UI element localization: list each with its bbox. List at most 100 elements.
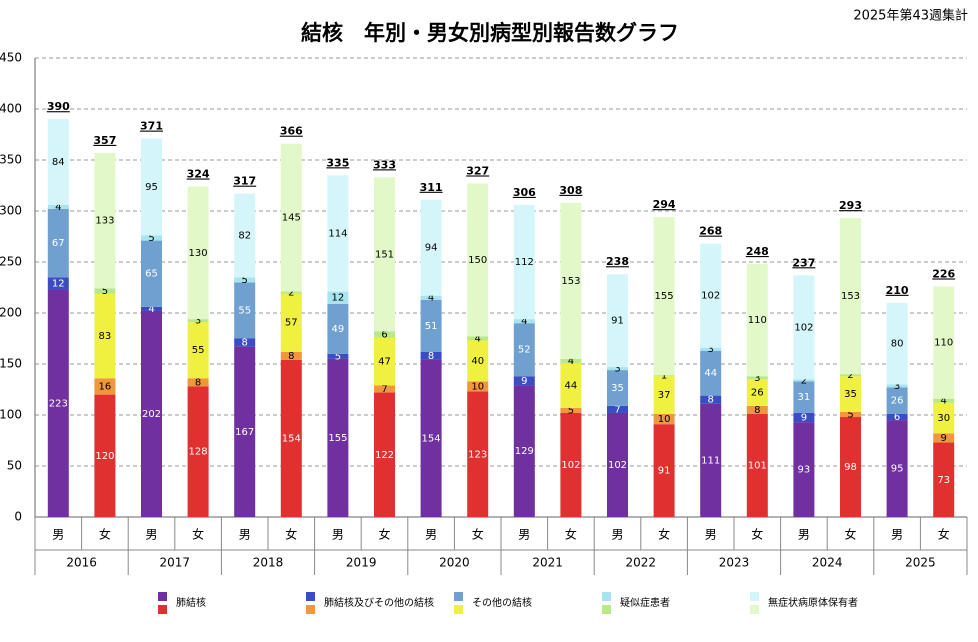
x-tick-label: 女 — [99, 527, 111, 542]
segment-label: 110 — [934, 338, 953, 349]
legend-label: 肺結核 — [176, 596, 206, 609]
x-tick-label: 男 — [705, 528, 717, 542]
bar-segment — [467, 391, 489, 517]
segment-label: 12 — [52, 278, 65, 289]
bar-segment — [280, 359, 302, 517]
bar-segment — [607, 412, 628, 517]
segment-label: 40 — [471, 356, 484, 367]
y-tick-label: 300 — [0, 204, 22, 218]
bar-segment — [47, 119, 69, 205]
bar-segment — [840, 417, 861, 517]
bar-segment — [560, 412, 582, 517]
bar-segment — [746, 405, 768, 414]
segment-label: 93 — [798, 465, 811, 476]
segment-label: 49 — [332, 324, 345, 335]
bar-segment — [886, 302, 908, 385]
bar-segment — [327, 303, 349, 354]
x-tick-label: 女 — [472, 527, 484, 542]
total-label: 237 — [792, 256, 815, 269]
bar-segment — [933, 402, 955, 434]
bar-segment — [746, 376, 768, 380]
total-label: 311 — [420, 181, 443, 194]
segment-label: 8 — [288, 351, 294, 362]
segment-label: 101 — [748, 460, 767, 471]
segment-label: 133 — [95, 216, 114, 227]
total-label: 293 — [839, 199, 862, 212]
total-label: 210 — [886, 284, 909, 297]
bar-segment — [420, 299, 442, 352]
segment-label: 111 — [701, 455, 720, 466]
bar-segment — [234, 346, 256, 517]
segment-label: 145 — [282, 213, 301, 224]
segment-label: 4 — [568, 356, 574, 367]
segment-label: 4 — [941, 396, 947, 407]
x-tick-label: 女 — [844, 527, 856, 542]
segment-label: 5 — [847, 409, 853, 420]
bar-segment — [700, 347, 722, 351]
segment-label: 8 — [428, 351, 434, 362]
total-label: 268 — [699, 225, 722, 238]
bar-segment — [560, 358, 582, 363]
legend-swatch — [602, 605, 611, 614]
year-label: 2020 — [439, 556, 470, 570]
segment-label: 9 — [941, 433, 947, 444]
year-label: 2018 — [253, 556, 284, 570]
segment-label: 12 — [332, 293, 345, 304]
bar-segment — [327, 291, 349, 304]
bar-segment — [560, 202, 582, 359]
segment-label: 80 — [891, 339, 904, 350]
segment-label: 4 — [521, 316, 527, 327]
bar-segment — [187, 186, 209, 320]
bar-segment — [47, 208, 69, 278]
x-tick-label: 男 — [425, 528, 437, 542]
segment-label: 4 — [428, 293, 434, 304]
bar-segment — [746, 413, 768, 517]
y-tick-label: 250 — [0, 255, 22, 269]
segment-label: 6 — [381, 329, 387, 340]
x-tick-label: 女 — [658, 527, 670, 542]
segment-label: 9 — [801, 413, 807, 424]
x-tick-label: 女 — [565, 527, 577, 542]
bar-segment — [513, 376, 535, 386]
x-tick-label: 男 — [52, 528, 64, 542]
segment-label: 5 — [102, 286, 108, 297]
segment-label: 202 — [142, 409, 161, 420]
year-label: 2024 — [812, 556, 843, 570]
segment-label: 10 — [658, 414, 671, 425]
segment-label: 8 — [242, 338, 248, 349]
bar-segment — [280, 293, 302, 352]
bar-segment — [560, 362, 582, 408]
segment-label: 102 — [608, 460, 627, 471]
segment-label: 44 — [565, 380, 578, 391]
bar-segment — [793, 275, 815, 380]
legend-swatch — [750, 592, 759, 601]
legend-swatch — [306, 592, 315, 601]
bar-segment — [653, 375, 675, 377]
segment-label: 4 — [475, 334, 481, 345]
x-tick-label: 女 — [192, 527, 204, 542]
legend-label: その他の結核 — [472, 596, 532, 609]
bar-segment — [653, 217, 675, 376]
segment-label: 155 — [655, 291, 674, 302]
segment-label: 155 — [328, 433, 347, 444]
segment-label: 26 — [891, 396, 904, 407]
total-label: 238 — [606, 255, 629, 268]
segment-label: 223 — [49, 398, 68, 409]
segment-label: 52 — [518, 345, 531, 356]
bar-segment — [47, 204, 69, 209]
segment-label: 110 — [748, 315, 767, 326]
segment-label: 3 — [894, 381, 900, 392]
bar-segment — [94, 288, 116, 294]
x-tick-label: 男 — [518, 528, 530, 542]
segment-label: 120 — [95, 451, 114, 462]
total-label: 324 — [187, 168, 210, 181]
segment-label: 151 — [375, 249, 394, 260]
bar-segment — [141, 138, 162, 236]
segment-label: 7 — [614, 404, 620, 415]
x-tick-label: 男 — [239, 528, 251, 542]
segment-label: 123 — [468, 449, 487, 460]
segment-label: 102 — [794, 322, 813, 333]
year-label: 2022 — [626, 556, 657, 570]
bar-segment — [327, 353, 349, 359]
